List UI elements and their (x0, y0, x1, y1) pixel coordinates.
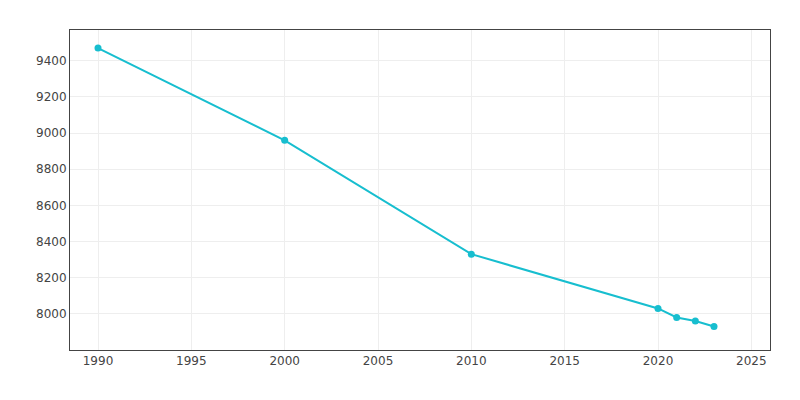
svg-text:8600: 8600 (36, 199, 67, 213)
svg-text:9400: 9400 (36, 54, 67, 68)
svg-text:9200: 9200 (36, 90, 67, 104)
svg-text:2000: 2000 (269, 354, 300, 368)
svg-text:1995: 1995 (176, 354, 207, 368)
svg-text:8400: 8400 (36, 235, 67, 249)
svg-text:2025: 2025 (736, 354, 767, 368)
svg-text:9000: 9000 (36, 126, 67, 140)
svg-text:1990: 1990 (83, 354, 114, 368)
svg-text:2015: 2015 (549, 354, 580, 368)
svg-text:8800: 8800 (36, 162, 67, 176)
svg-text:2010: 2010 (456, 354, 487, 368)
svg-text:2020: 2020 (643, 354, 674, 368)
svg-text:8000: 8000 (36, 307, 67, 321)
svg-text:2005: 2005 (363, 354, 394, 368)
svg-text:8200: 8200 (36, 271, 67, 285)
